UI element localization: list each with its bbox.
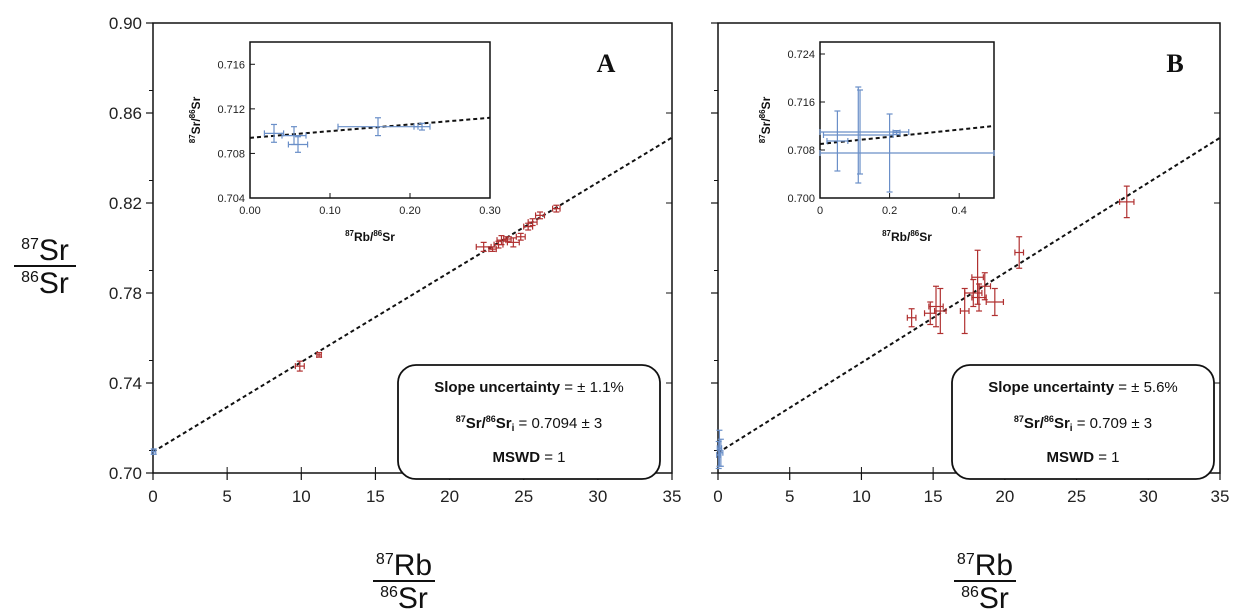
inset-y-tick-label: 0.708	[787, 145, 815, 157]
x-tick-label: 30	[1139, 487, 1158, 506]
inset-y-tick-label: 0.716	[787, 97, 815, 109]
x-tick-label: 10	[292, 487, 311, 506]
inset-frame	[249, 41, 491, 199]
y-tick-label: 0.86	[109, 104, 142, 123]
inset-y-tick-label: 0.700	[787, 193, 815, 205]
inset-x-tick-label: 0.00	[239, 205, 260, 217]
data-point	[316, 351, 323, 358]
inset-y-tick-label: 0.716	[217, 59, 245, 71]
x-tick-label: 35	[663, 487, 682, 506]
inset-x-axis-label: 87Rb/86Sr	[882, 229, 932, 244]
inset-plot: 0 0.2 0.4 0.700 0.708 0.716 0.724 87Rb/86Sr 87Sr…	[758, 41, 995, 244]
data-point	[552, 204, 561, 213]
mswd-text: MSWD = 1	[493, 449, 566, 466]
data-point	[928, 285, 944, 328]
data-point	[964, 278, 983, 308]
x-tick-label: 5	[785, 487, 794, 506]
data-point	[717, 438, 724, 467]
x-axis-label-numerator: 87Rb	[376, 549, 432, 582]
x-tick-label: 15	[924, 487, 943, 506]
y-tick-label: 0.90	[109, 14, 142, 33]
inset-data-point	[819, 113, 995, 193]
y-tick-label: 0.82	[109, 194, 142, 213]
inset-x-tick-label: 0.10	[319, 205, 340, 217]
data-point	[971, 249, 984, 305]
x-tick-label: 0	[148, 487, 157, 506]
x-tick-label: 15	[366, 487, 385, 506]
inset-frame	[819, 41, 995, 199]
data-point	[294, 360, 305, 372]
data-point	[496, 235, 507, 246]
stats-box	[397, 364, 661, 480]
data-point	[527, 218, 538, 227]
inset-y-tick-label: 0.712	[217, 104, 245, 116]
mswd-text: MSWD = 1	[1047, 449, 1120, 466]
inset-data-point	[822, 86, 894, 184]
inset-x-tick-label: 0	[817, 205, 823, 217]
y-axis-label-numerator: 87Sr	[21, 234, 69, 267]
x-tick-label: 20	[995, 487, 1014, 506]
inset-y-tick-label: 0.724	[787, 49, 815, 61]
x-tick-label: 35	[1211, 487, 1230, 506]
stats-box	[951, 364, 1215, 480]
inset-x-tick-label: 0.20	[399, 205, 420, 217]
data-point	[985, 287, 1005, 317]
data-point	[488, 246, 497, 253]
inset-y-tick-label: 0.704	[217, 193, 245, 205]
panel-B: 0 5 10 15 20 25 30 35 B Slope uncertainty = ± 5.6…	[711, 22, 1230, 506]
slope-uncertainty-text: Slope uncertainty = ± 5.6%	[988, 379, 1178, 396]
inset-fit-line	[819, 125, 995, 145]
inset-y-axis-label: 87Sr/86Sr	[188, 96, 203, 143]
inset-x-axis-label: 87Rb/86Sr	[345, 229, 395, 244]
x-axis-label-denominator: 86Sr	[380, 582, 428, 610]
inset-data-point	[287, 136, 309, 153]
data-point	[933, 287, 947, 335]
x-tick-label: 25	[514, 487, 533, 506]
inset-data-point	[281, 126, 307, 146]
panel-label: A	[597, 49, 616, 78]
inset-data-point	[826, 110, 849, 172]
inset-fit-line	[249, 116, 491, 139]
y-tick-label: 0.70	[109, 464, 142, 483]
data-point	[506, 237, 520, 248]
inset-x-tick-label: 0.30	[479, 205, 500, 217]
data-point	[150, 448, 157, 455]
data-point	[906, 308, 917, 328]
x-axis-label-numerator: 87Rb	[957, 549, 1013, 582]
initial-ratio-text: 87Sr/86Sri = 0.709 ± 3	[1014, 414, 1152, 434]
x-tick-label: 0	[713, 487, 722, 506]
inset-y-tick-label: 0.708	[217, 148, 245, 160]
isochron-fit-line	[717, 136, 1221, 454]
data-point	[1118, 185, 1135, 219]
inset-y-axis-label: 87Sr/86Sr	[758, 96, 773, 143]
data-point	[534, 211, 546, 220]
x-axis-label-denominator: 86Sr	[961, 582, 1009, 610]
inset-x-tick-label: 0.2	[882, 205, 897, 217]
y-tick-label: 0.74	[109, 374, 142, 393]
x-tick-label: 25	[1067, 487, 1086, 506]
y-tick-label: 0.78	[109, 284, 142, 303]
y-axis-label-denominator: 86Sr	[21, 267, 69, 300]
inset-data-point	[413, 122, 431, 131]
inset-plot: 0.00 0.10 0.20 0.30 0.704 0.708 0.712 0.716 87Rb…	[188, 41, 501, 244]
data-point	[515, 232, 526, 241]
inset-data-point	[892, 129, 901, 136]
x-tick-label: 5	[222, 487, 231, 506]
inset-x-tick-label: 0.4	[952, 205, 967, 217]
x-tick-label: 30	[588, 487, 607, 506]
isochron-fit-line	[152, 136, 673, 453]
x-tick-label: 10	[852, 487, 871, 506]
slope-uncertainty-text: Slope uncertainty = ± 1.1%	[434, 379, 624, 396]
panel-label: B	[1166, 49, 1183, 78]
data-point	[1014, 236, 1025, 269]
x-tick-label: 20	[440, 487, 459, 506]
panel-A: 0 5 10 15 20 25 30 35 0.70 0.74 0.78 0.82 0.86 0.90 A S…	[109, 14, 682, 506]
initial-ratio-text: 87Sr/86Sri = 0.7094 ± 3	[456, 414, 603, 434]
